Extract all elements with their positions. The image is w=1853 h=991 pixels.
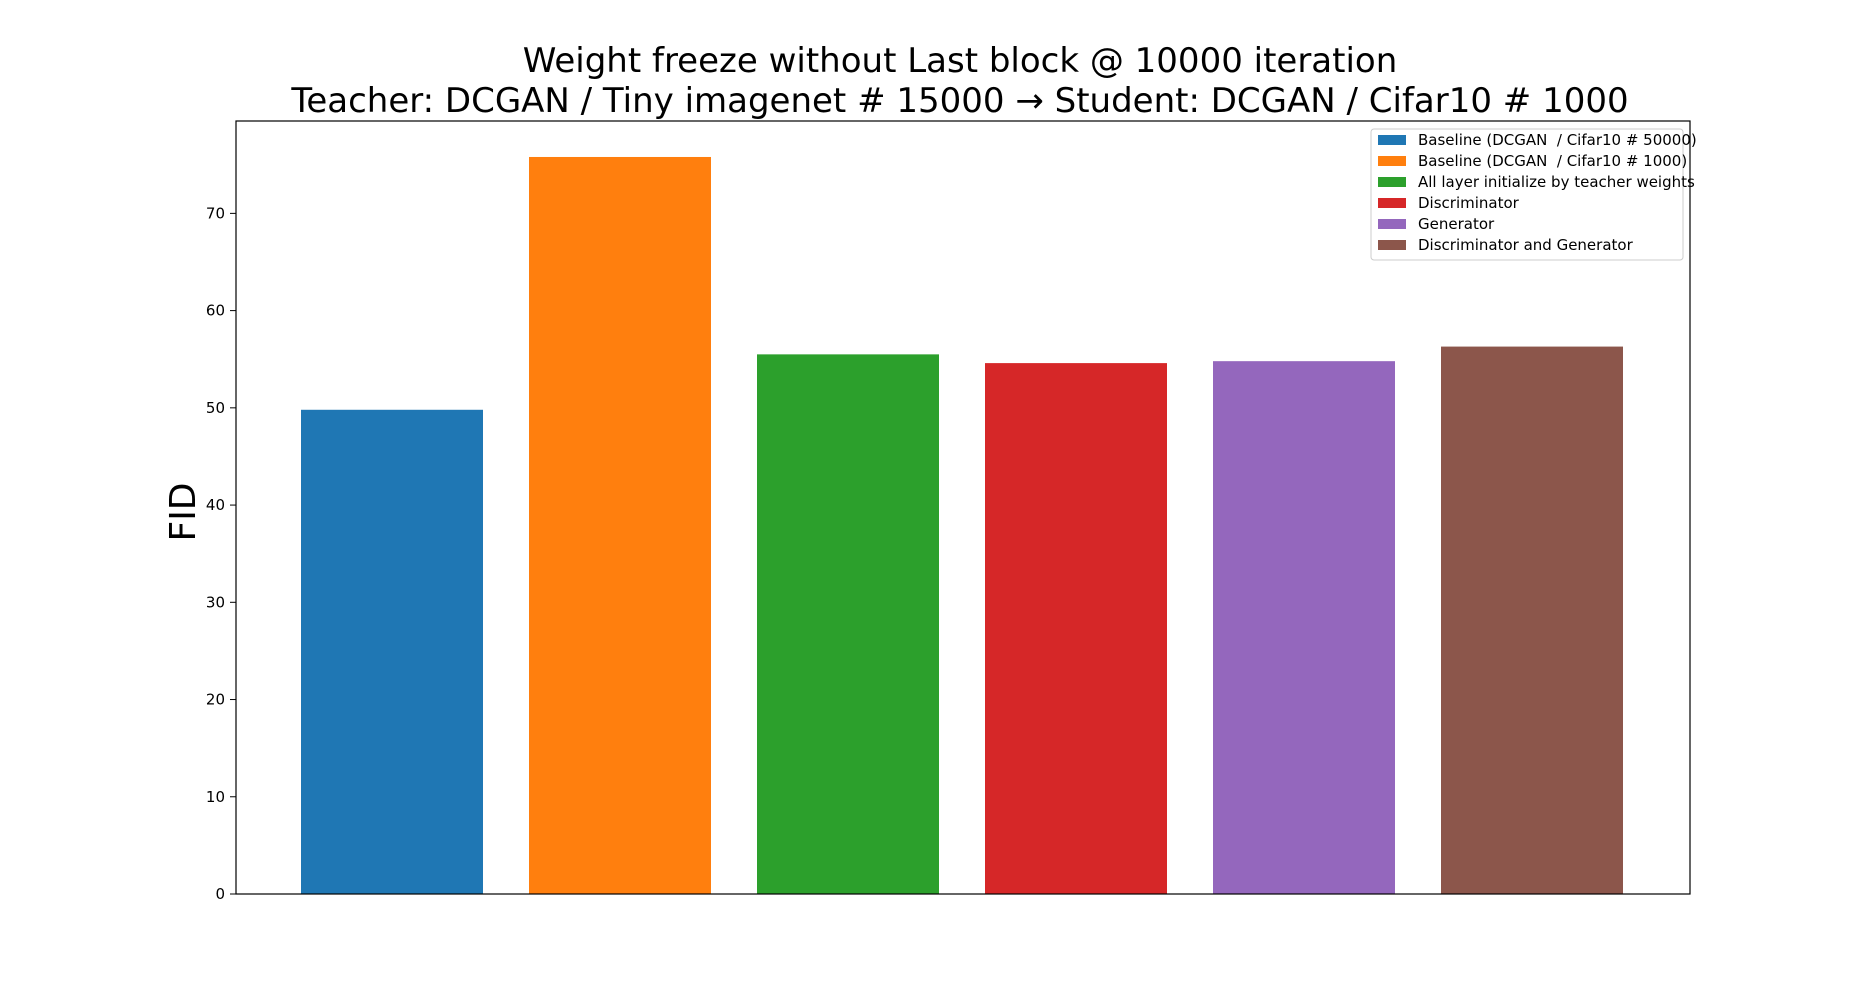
- bar-6: [1441, 346, 1623, 895]
- plot-frame: [235, 120, 1691, 895]
- legend-swatch-5: [1378, 219, 1406, 229]
- legend-swatch-3: [1378, 177, 1406, 187]
- bar-1: [301, 409, 483, 894]
- y-tick-label: 60: [206, 302, 225, 320]
- legend-swatch-1: [1378, 135, 1406, 145]
- bar-5: [1213, 361, 1395, 894]
- legend-frame: [1370, 128, 1684, 261]
- legend-label-1: Baseline (DCGAN / Cifar10 # 50000): [1418, 131, 1697, 149]
- bar-4: [985, 363, 1167, 894]
- bars-group: [301, 156, 1623, 895]
- chart-title: Weight freeze without Last block @ 10000…: [523, 41, 1398, 81]
- legend-swatch-4: [1378, 198, 1406, 208]
- legend-label-6: Discriminator and Generator: [1418, 236, 1634, 254]
- legend-label-4: Discriminator: [1418, 194, 1520, 212]
- y-tick-label: 30: [206, 593, 225, 611]
- legend-swatch-6: [1378, 240, 1406, 250]
- legend-label-3: All layer initialize by teacher weights: [1418, 173, 1695, 191]
- y-tick-label: 70: [206, 204, 225, 222]
- y-tick-label: 10: [206, 788, 225, 806]
- legend: Baseline (DCGAN / Cifar10 # 50000) Baseli…: [1370, 128, 1697, 261]
- y-axis-ticks: 0 10 20 30 40 50 60 70: [206, 204, 236, 903]
- bar-3: [757, 354, 939, 894]
- legend-label-5: Generator: [1418, 215, 1495, 233]
- bar-2: [529, 156, 711, 895]
- y-tick-label: 40: [206, 496, 225, 514]
- legend-swatch-2: [1378, 156, 1406, 166]
- chart-subtitle: Teacher: DCGAN / Tiny imagenet # 15000 →…: [290, 81, 1628, 121]
- y-tick-label: 50: [206, 399, 225, 417]
- y-tick-label: 0: [215, 885, 225, 903]
- legend-label-2: Baseline (DCGAN / Cifar10 # 1000): [1418, 152, 1687, 170]
- y-axis-label: FID: [163, 482, 204, 541]
- y-tick-label: 20: [206, 691, 225, 709]
